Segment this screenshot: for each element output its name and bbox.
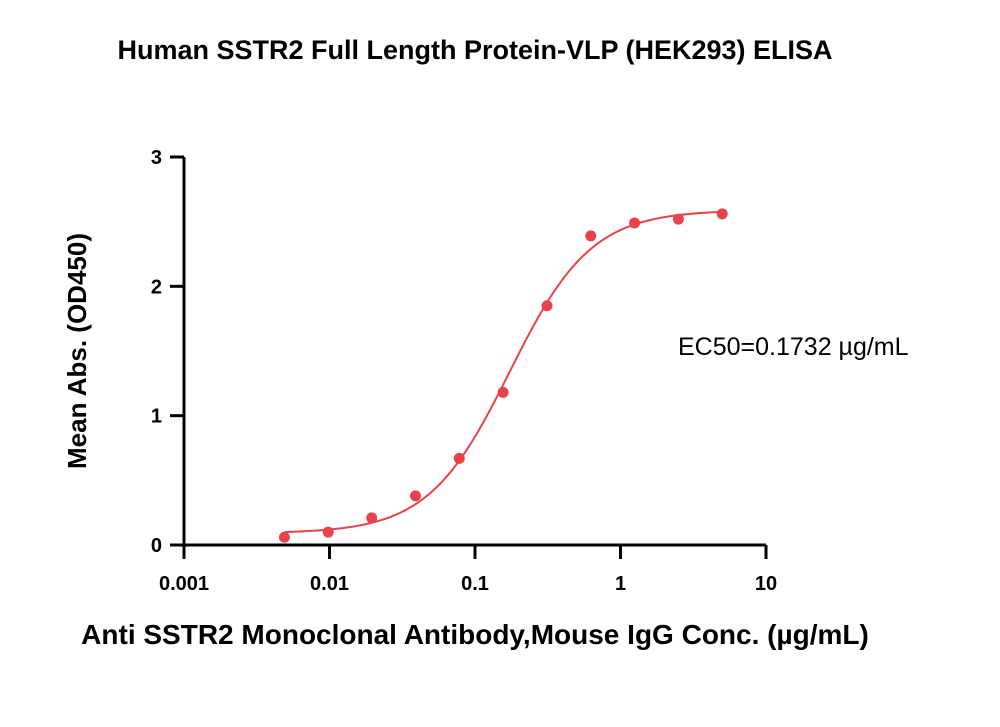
data-point bbox=[585, 230, 597, 242]
data-point bbox=[409, 490, 421, 502]
x-axis: 0.001 0.01 0.1 1 10 bbox=[159, 543, 777, 595]
chart-title: Human SSTR2 Full Length Protein-VLP (HEK… bbox=[117, 35, 832, 65]
x-tick-label: 1 bbox=[615, 573, 626, 595]
x-tick-label: 10 bbox=[755, 573, 777, 595]
y-tick-label: 0 bbox=[151, 535, 162, 557]
data-point bbox=[278, 531, 290, 543]
x-ticks: 0.001 0.01 0.1 1 10 bbox=[159, 545, 777, 595]
y-tick-label: 1 bbox=[151, 406, 162, 428]
y-axis-label: Mean Abs. (OD450) bbox=[62, 233, 92, 469]
x-tick-label: 0.001 bbox=[159, 573, 209, 595]
fit-curve bbox=[284, 210, 723, 534]
data-point bbox=[672, 213, 684, 225]
x-axis-label: Anti SSTR2 Monoclonal Antibody,Mouse IgG… bbox=[81, 619, 869, 650]
x-tick-label: 0.01 bbox=[310, 573, 349, 595]
y-tick-label: 2 bbox=[151, 276, 162, 298]
y-axis: 0 1 2 3 bbox=[151, 147, 186, 557]
ec50-annotation: EC50=0.1732 µg/mL bbox=[678, 333, 909, 361]
y-tick-label: 3 bbox=[151, 147, 162, 169]
data-point bbox=[366, 512, 378, 524]
y-ticks: 0 1 2 3 bbox=[151, 147, 184, 557]
data-point bbox=[497, 386, 509, 398]
data-point bbox=[453, 452, 465, 464]
x-tick-label: 0.1 bbox=[461, 573, 489, 595]
data-point bbox=[629, 217, 641, 229]
data-points bbox=[278, 208, 728, 543]
data-point bbox=[716, 208, 728, 220]
data-point bbox=[541, 300, 553, 312]
data-point bbox=[322, 526, 334, 538]
